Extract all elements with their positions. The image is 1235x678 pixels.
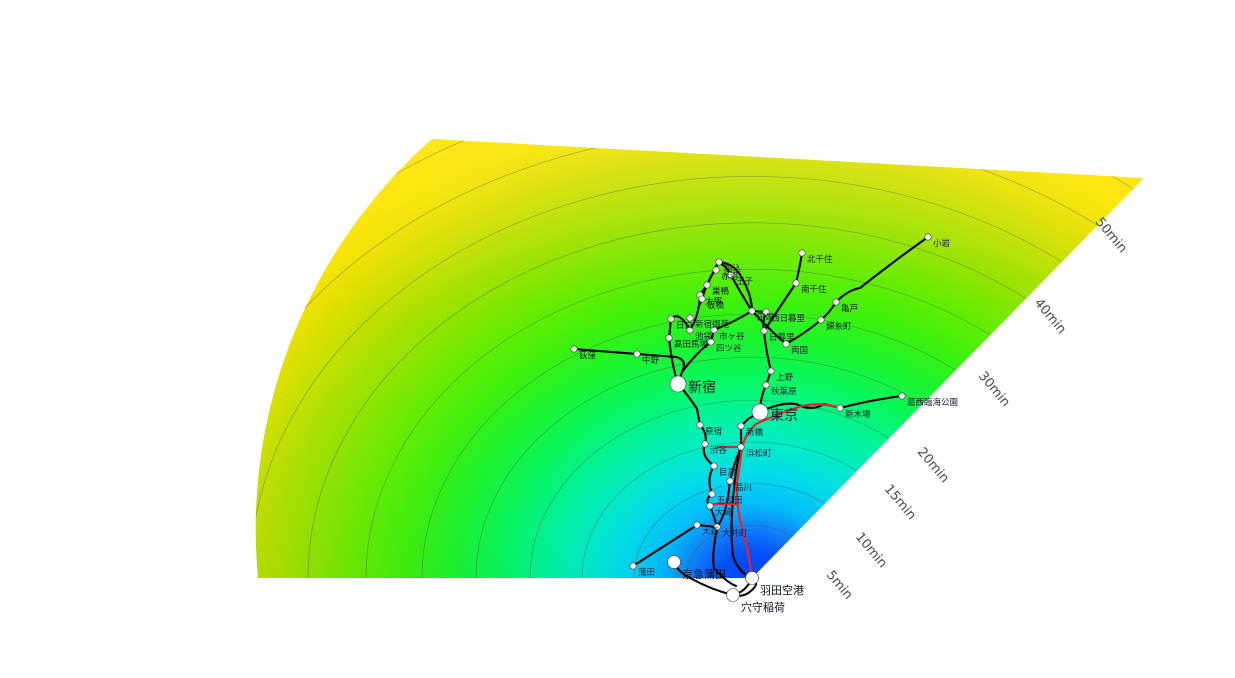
station-dot: [737, 422, 745, 430]
station-markers: [570, 233, 932, 602]
station-dot: [726, 477, 734, 485]
station-dot: [707, 338, 715, 346]
station-label: 京急蒲田: [682, 567, 726, 581]
station-label: 大森: [702, 526, 720, 537]
station-label: 渋谷: [710, 445, 728, 456]
station-dot: [669, 375, 687, 393]
station-dot: [748, 307, 756, 315]
station-dot: [737, 443, 745, 451]
station-label: 板橋: [707, 300, 725, 311]
station-dot: [686, 314, 694, 322]
station-dot: [745, 571, 759, 585]
station-dot: [570, 345, 578, 353]
station-label: 市ヶ谷: [719, 331, 745, 342]
station-label: 新宿: [688, 379, 716, 396]
station-label: 東京: [770, 408, 798, 424]
station-dot: [710, 326, 718, 334]
station-label: 駒込: [724, 263, 742, 274]
station-dot: [629, 562, 637, 570]
station-label: 品川: [735, 483, 752, 493]
station-label: 浜松町: [746, 448, 772, 459]
station-dot: [792, 279, 800, 287]
bottom-mask: [0, 600, 1235, 678]
station-label: 池袋: [695, 331, 713, 342]
station-label: 小岩: [933, 238, 951, 249]
station-dot: [832, 298, 840, 306]
station-label: 日白: [676, 320, 693, 331]
station-label: 北千住: [807, 254, 833, 265]
station-dot: [762, 308, 770, 316]
station-dot: [715, 258, 723, 266]
station-label: 南千住: [801, 284, 827, 295]
station-label: 田端: [757, 312, 775, 323]
station-dot: [665, 334, 673, 342]
station-dot: [798, 249, 806, 257]
station-dot: [693, 521, 701, 529]
station-dot: [767, 367, 775, 375]
station-dot: [686, 326, 694, 334]
station-label: 上野: [776, 373, 794, 383]
station-label: 荻窪: [579, 350, 596, 361]
station-label: 錦糸町: [826, 321, 852, 332]
station-dot: [696, 421, 704, 429]
station-dot: [710, 462, 718, 470]
station-label: 大崎: [715, 507, 733, 518]
station-label: 両国: [791, 346, 808, 356]
station-label: 王子: [736, 277, 754, 287]
station-label: 五反田: [717, 495, 743, 506]
station-dot: [924, 233, 932, 241]
station-dot: [667, 315, 675, 323]
station-label: 原宿: [705, 426, 722, 437]
station-label: 穴守稲荷: [741, 600, 785, 614]
station-dot: [712, 266, 720, 274]
station-dot: [782, 340, 790, 348]
station-label: 新木場: [845, 409, 871, 420]
station-label: 大塚: [705, 296, 723, 307]
station-label: 大井町: [722, 528, 748, 539]
station-label: 日暮里: [769, 332, 795, 343]
station-dot: [708, 490, 716, 498]
station-dot: [698, 295, 706, 303]
station-dot: [727, 271, 735, 279]
station-label: 目黒: [719, 468, 737, 478]
station-label: 新橋: [746, 427, 764, 438]
station-label: 高田馬場: [674, 339, 709, 350]
station-label: 四ツ谷: [716, 344, 742, 354]
station-label: 亀戸: [841, 303, 858, 314]
station-dot: [633, 350, 641, 358]
station-dot: [817, 316, 825, 324]
station-dot: [836, 404, 844, 412]
station-dot: [701, 440, 709, 448]
station-dot: [760, 327, 768, 335]
station-dot: [762, 381, 770, 389]
station-label: 新宿御苑: [695, 319, 730, 330]
station-dot: [726, 588, 740, 602]
station-dot: [667, 555, 681, 569]
station-label: 中野: [642, 355, 660, 366]
station-dot: [898, 392, 906, 400]
right-edge-mask: [752, 170, 1235, 678]
station-label: 葛西臨海公園: [907, 397, 958, 408]
station-label: 蒲田: [638, 567, 655, 578]
station-label: 秋葉原: [771, 386, 797, 397]
station-dot: [703, 281, 711, 289]
station-label: 巣鴨: [712, 286, 730, 297]
top-mask: [0, 0, 1235, 120]
station-label: 赤羽: [721, 272, 738, 282]
station-dot: [751, 403, 769, 421]
station-label: 西日暮里: [771, 313, 806, 324]
station-label: 羽田空港: [760, 583, 804, 597]
station-dot: [706, 502, 714, 510]
station-dot: [713, 523, 721, 531]
